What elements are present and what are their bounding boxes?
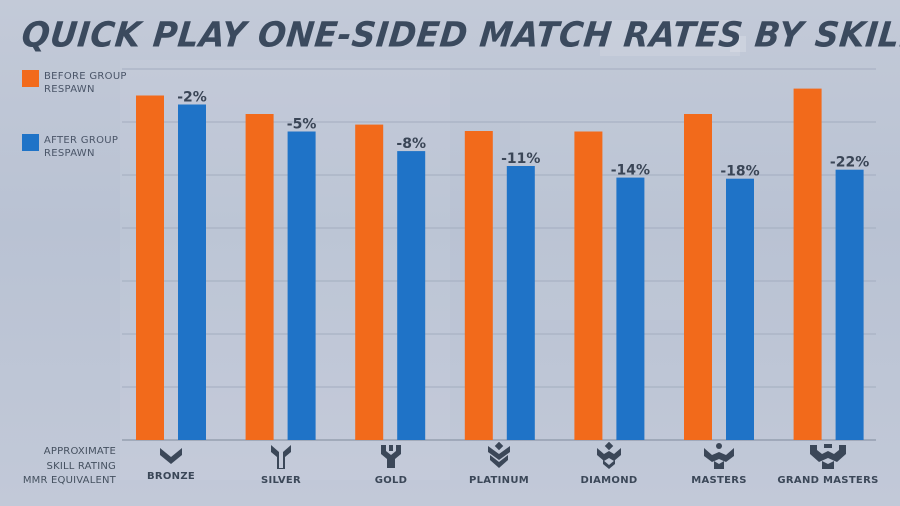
data-label: -11% [501,151,540,167]
masters-rank-icon [704,443,734,469]
axis-caption-line: APPROXIMATE [43,446,116,457]
data-label: -2% [177,90,207,106]
data-label: -14% [611,163,650,179]
bar-before-grand-masters [793,88,822,440]
tier-grand-masters: GRAND MASTERS [773,440,883,486]
tier-silver: SILVER [226,440,336,486]
bar-after-bronze [178,104,206,440]
legend-swatch-after [22,134,39,151]
bar-before-diamond [574,131,603,440]
tier-label: GRAND MASTERS [777,475,879,486]
bar-before-bronze [136,95,164,440]
bar-before-gold [355,124,384,440]
tier-label: MASTERS [691,475,747,486]
bar-before-platinum [464,131,493,440]
tier-diamond: DIAMOND [554,440,664,486]
bar-before-silver [245,114,274,440]
tier-masters: MASTERS [664,440,774,486]
legend-item-after: AFTER GROUP RESPAWN [22,134,132,174]
tier-label: PLATINUM [468,475,530,486]
tier-label: SILVER [261,475,301,486]
tier-label: BRONZE [146,471,196,482]
data-label: -5% [287,117,317,133]
bar-after-platinum [506,166,535,440]
bar-after-silver [287,131,316,440]
tier-bronze: BRONZE [116,440,226,482]
axis-caption-line: MMR EQUIVALENT [22,475,116,486]
axis-caption-line: SKILL RATING [46,460,116,472]
legend-item-before: BEFORE GROUP RESPAWN [22,70,132,110]
bronze-rank-icon [160,448,182,464]
tier-platinum: PLATINUM [444,440,554,486]
x-axis-caption: APPROXIMATE SKILL RATING MMR EQUIVALENT [8,445,116,489]
legend-swatch-before [22,70,39,87]
bar-after-grand-masters [835,169,864,440]
data-label: -18% [720,164,759,180]
silver-rank-icon [271,445,291,469]
legend-label-before: BEFORE GROUP RESPAWN [44,71,127,95]
grand-masters-rank-icon [810,444,846,469]
gold-rank-icon [381,445,401,468]
bar-after-diamond [616,177,645,440]
tier-gold: GOLD [336,440,446,486]
platinum-rank-icon [488,442,510,468]
legend-label-after: AFTER GROUP RESPAWN [44,135,119,159]
diamond-rank-icon [597,442,621,469]
bar-after-gold [397,151,426,440]
bar-after-masters [726,178,754,440]
data-label: -22% [830,155,869,171]
tier-label: DIAMOND [580,475,638,486]
tier-label: GOLD [374,475,408,486]
data-label: -8% [396,136,426,152]
bar-before-masters [684,114,712,440]
